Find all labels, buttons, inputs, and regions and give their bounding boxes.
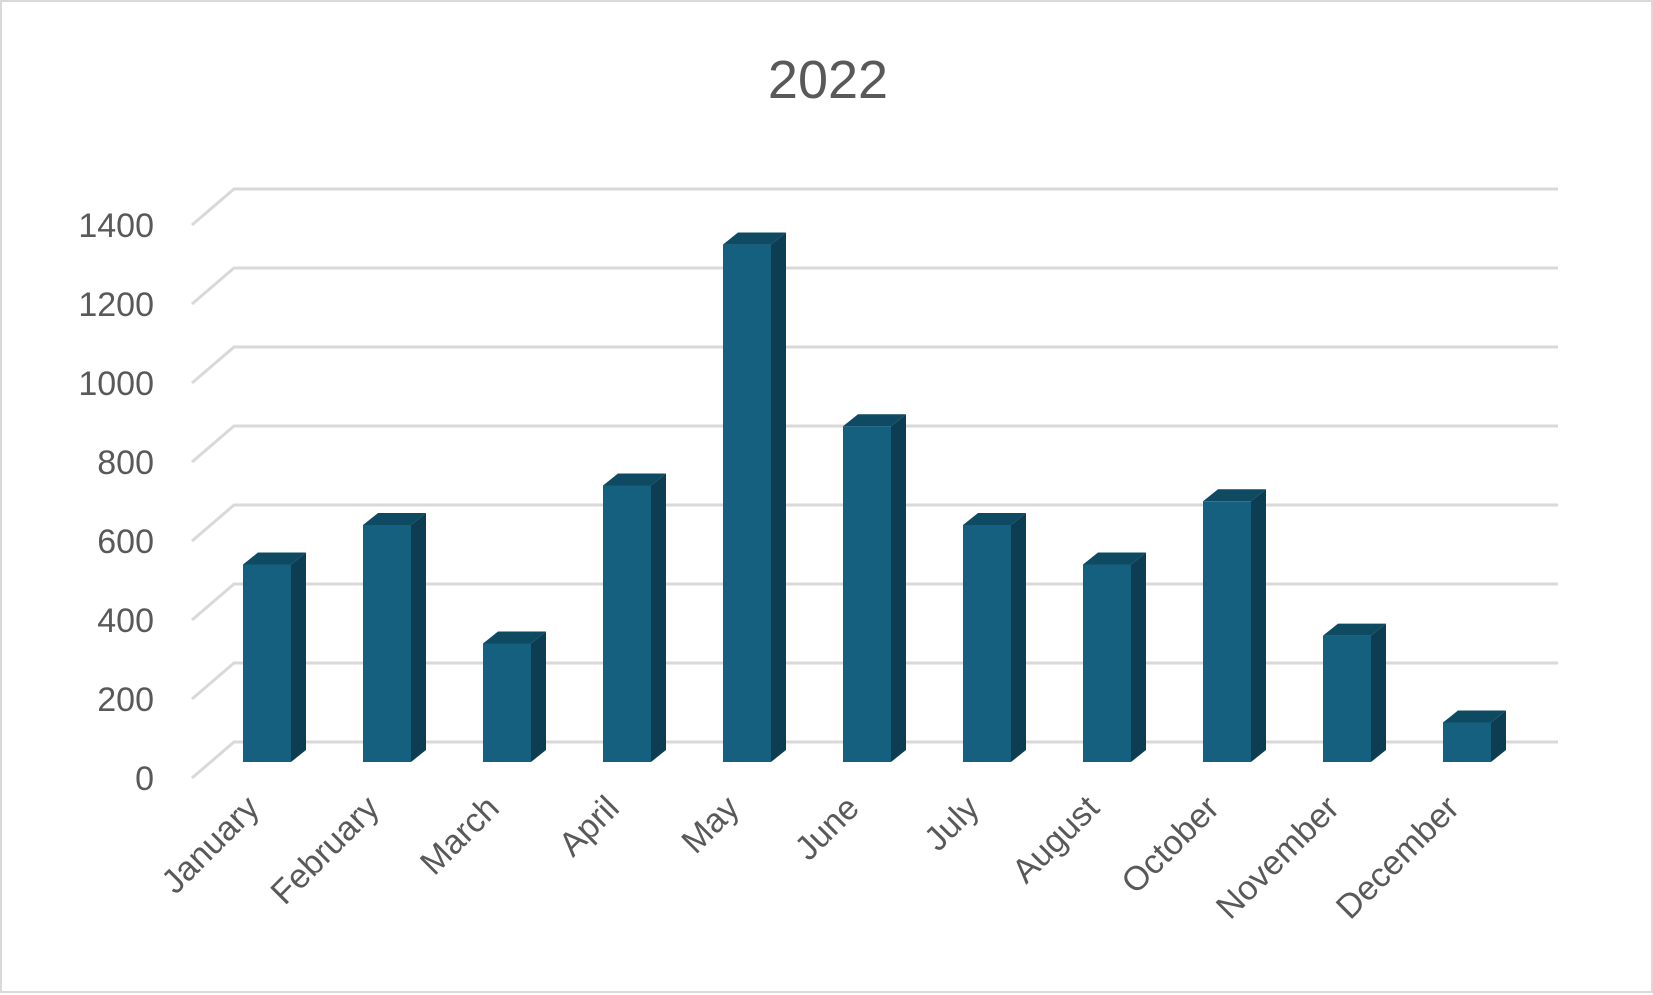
bar-december [1443,710,1506,762]
y-tick-label: 1000 [78,365,154,403]
bar-side [411,513,426,762]
bar-side [771,232,786,763]
bar-front [963,525,1011,762]
bar-front [723,244,771,763]
bar-top [1443,710,1506,723]
y-tick-label: 0 [135,760,154,798]
y-tick-label: 800 [97,444,154,482]
bar-top [603,473,666,486]
bar-front [483,643,531,762]
gridline [191,424,1558,464]
bars [243,232,1506,763]
bar-front [1323,635,1371,762]
bar-side [1011,513,1026,762]
y-tick-label: 200 [97,681,154,719]
x-tick-label: December [1329,789,1467,927]
bar-february [363,513,426,762]
bar-november [1323,623,1386,762]
bar-front [1083,564,1131,762]
bar-june [843,414,906,762]
bar-top [1083,552,1146,565]
y-tick-label: 600 [97,523,154,561]
chart-title: 2022 [768,50,888,110]
bar-front [603,485,651,762]
bar-front [1203,501,1251,762]
bar-october [1203,489,1266,762]
gridline [191,187,1558,227]
bar-may [723,232,786,763]
bar-top [723,232,786,245]
bar-top [243,552,306,565]
x-tick-label: July [917,789,987,859]
bar-side [291,552,306,762]
bar-top [1203,489,1266,502]
bar-top [1323,623,1386,636]
bar-july [963,513,1026,762]
bar-top [483,631,546,644]
bar-january [243,552,306,762]
y-tick-label: 400 [97,602,154,640]
y-tick-label: 1200 [78,286,154,324]
bar-front [1443,722,1491,762]
bar-august [1083,552,1146,762]
bar-front [843,426,891,762]
bar-top [363,513,426,525]
bar-side [1491,710,1506,762]
bar-side [891,414,906,762]
bar-side [651,473,666,762]
bar-top [843,414,906,427]
x-tick-label: March [413,789,507,883]
gridline [191,345,1558,385]
bar-front [363,525,411,762]
y-tick-label: 1400 [78,207,154,245]
bar-side [1251,489,1266,762]
x-tick-label: May [674,789,746,861]
x-tick-label: April [552,789,627,864]
gridlines [191,187,1558,780]
gridline [191,266,1558,306]
bar-april [603,473,666,762]
bar-side [1371,623,1386,762]
bar-march [483,631,546,762]
x-tick-label: February [264,789,387,912]
bar-front [243,564,291,762]
x-tick-label: August [1005,788,1107,890]
x-tick-label: November [1209,789,1347,927]
bar-side [1131,552,1146,762]
bar-side [531,631,546,762]
x-tick-label: October [1114,789,1226,901]
gridline [191,503,1558,543]
x-tick-label: January [154,789,266,901]
bar-top [963,513,1026,525]
y-axis-ticks: 0 200 400 600 800 1000 1200 1400 [78,207,154,798]
x-tick-label: June [788,789,867,868]
